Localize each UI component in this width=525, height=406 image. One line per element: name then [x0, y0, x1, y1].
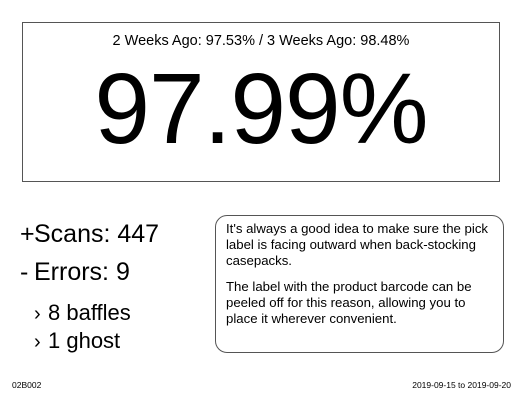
plus-sign: +	[20, 220, 35, 248]
tip-paragraph: It's always a good idea to make sure the…	[226, 221, 489, 268]
errors-label: Errors: 9	[34, 258, 130, 286]
footer-date-range: 2019-09-15 to 2019-09-20	[412, 380, 511, 390]
minus-sign: -	[20, 258, 29, 286]
score-panel: 2 Weeks Ago: 97.53% / 3 Weeks Ago: 98.48…	[22, 22, 500, 182]
tip-panel: It's always a good idea to make sure the…	[215, 215, 504, 353]
baffles-count: 8 baffles	[48, 300, 131, 325]
errors-stat: - Errors: 9	[20, 257, 130, 287]
scans-stat: +Scans: 447	[20, 219, 159, 249]
stats-panel: +Scans: 447 - Errors: 9 › 8 baffles › 1 gho…	[20, 219, 205, 359]
previous-weeks-comparison: 2 Weeks Ago: 97.53% / 3 Weeks Ago: 98.48…	[112, 33, 410, 49]
error-breakdown-item: › 8 baffles	[34, 299, 131, 328]
tip-paragraph: The label with the product barcode can b…	[226, 279, 472, 326]
error-breakdown-item: › 1 ghost	[34, 327, 120, 356]
ghost-count: 1 ghost	[48, 328, 121, 353]
scans-label: Scans: 447	[34, 220, 160, 248]
current-score: 97.99%	[94, 53, 428, 165]
chevron-right-icon: ›	[34, 303, 41, 325]
chevron-right-icon: ›	[34, 331, 41, 353]
footer-id: 02B002	[12, 380, 42, 390]
